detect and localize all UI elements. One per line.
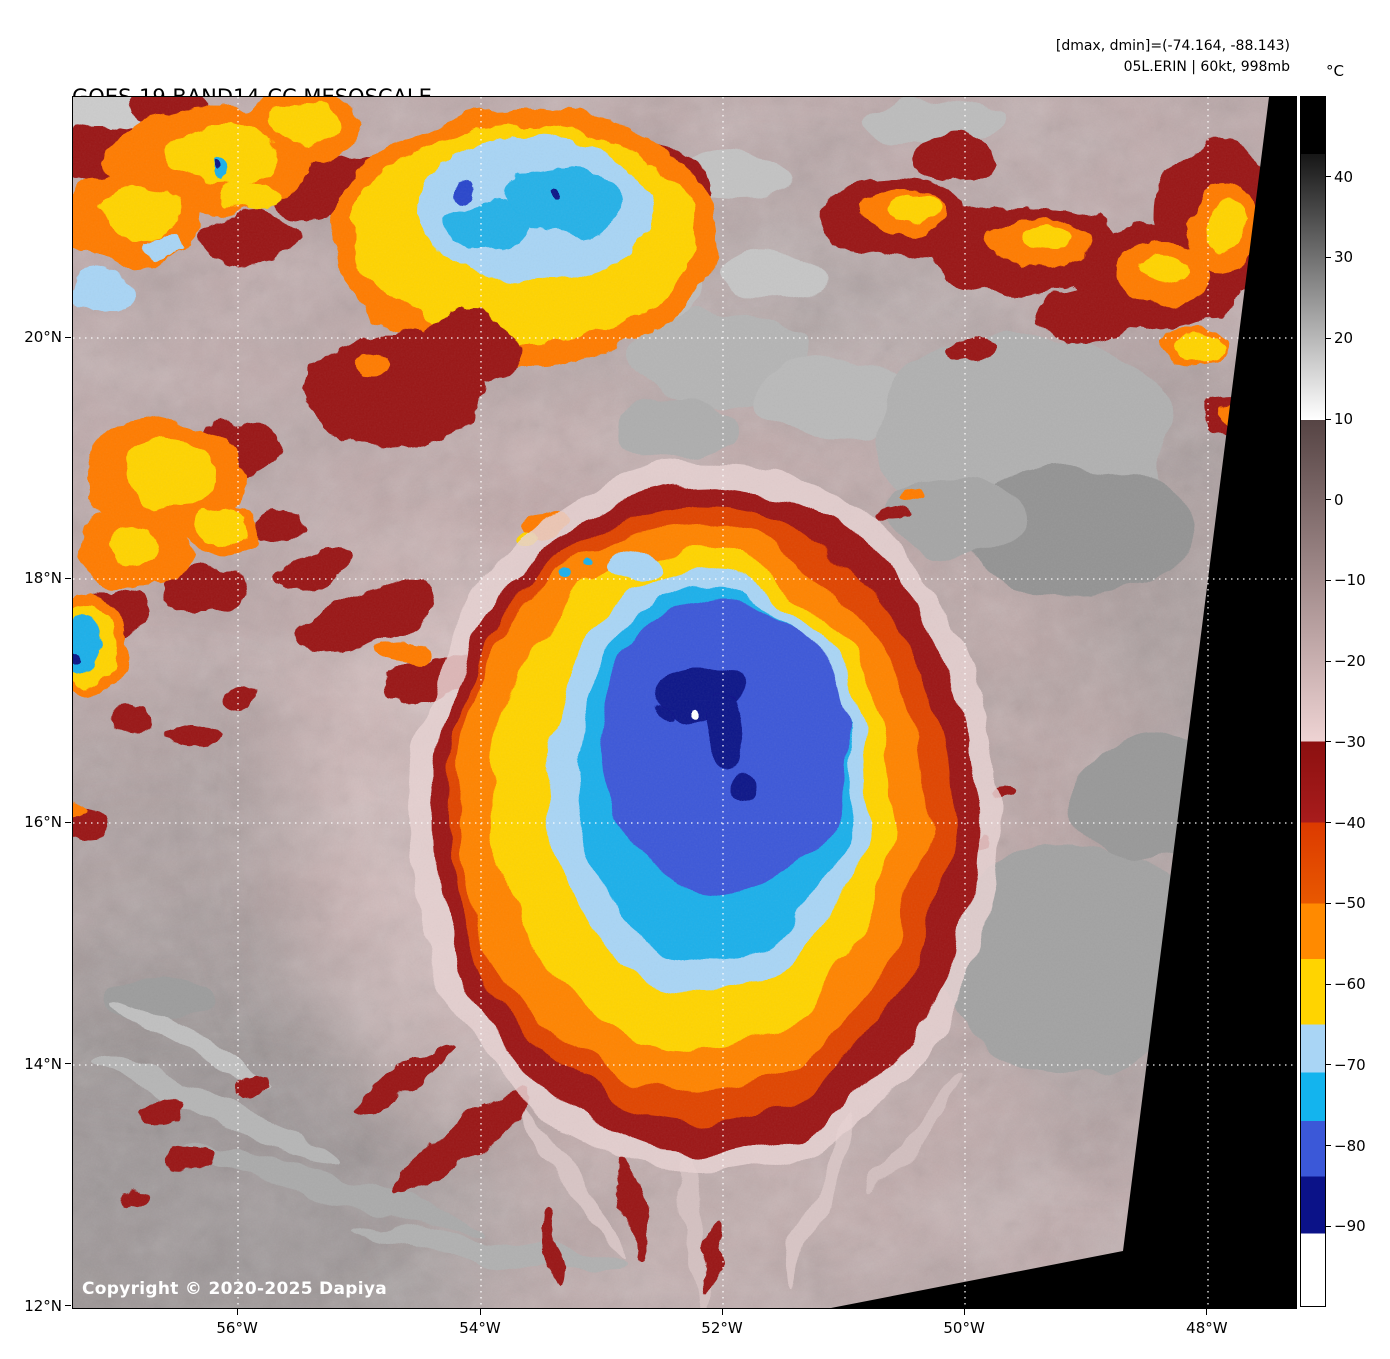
colorbar-tick-label: 0 <box>1334 490 1344 509</box>
colorbar-tick-mark <box>1326 1064 1331 1066</box>
lat-tick-mark <box>65 1063 71 1065</box>
colorbar-tick-label: −70 <box>1334 1055 1366 1074</box>
lon-tick-label: 48°W <box>1186 1319 1228 1337</box>
copyright-watermark: Copyright © 2020-2025 Dapiya <box>82 1279 387 1299</box>
fine-grain-texture <box>73 97 1296 1308</box>
colorbar-tick-label: −20 <box>1334 652 1366 671</box>
colorbar-tick-label: 40 <box>1334 167 1354 186</box>
lat-tick-label: 12°N <box>24 1296 62 1315</box>
lon-tick-mark <box>479 1309 481 1315</box>
colorbar-tick-label: −30 <box>1334 732 1366 751</box>
colorbar-tick-mark <box>1326 418 1331 420</box>
satellite-map: Copyright © 2020-2025 Dapiya <box>72 96 1297 1309</box>
colorbar-tick-label: −40 <box>1334 813 1366 832</box>
grid-lines <box>73 97 1296 1308</box>
colorbar-tick-label: 30 <box>1334 248 1354 267</box>
colorbar-tick-label: −60 <box>1334 975 1366 993</box>
colorbar-tick-mark <box>1326 1145 1331 1147</box>
colorbar-tick-label: −80 <box>1334 1136 1366 1155</box>
colorbar-unit-label: °C <box>1326 62 1344 80</box>
lat-tick-label: 14°N <box>24 1054 62 1073</box>
lon-tick-label: 56°W <box>216 1319 258 1337</box>
colorbar-tick-label: −50 <box>1334 894 1366 913</box>
colorbar-tick-mark <box>1326 741 1331 743</box>
colorbar-tick-label: 20 <box>1334 329 1354 348</box>
lat-tick-label: 20°N <box>24 328 62 346</box>
lon-tick-label: 50°W <box>943 1319 985 1337</box>
colorbar-tick-mark <box>1326 902 1331 904</box>
lon-tick-mark <box>1206 1309 1208 1315</box>
no-data-region <box>831 97 1296 1308</box>
colorbar <box>1300 96 1326 1307</box>
colorbar-tick-mark <box>1326 176 1331 178</box>
colorbar-tick-mark <box>1326 660 1331 662</box>
dmax-dmin-annotation: [dmax, dmin]=(-74.164, -88.143) <box>1055 38 1290 54</box>
lon-tick-mark <box>721 1309 723 1315</box>
colorbar-tick-mark <box>1326 256 1331 258</box>
colorbar-tick-mark <box>1326 822 1331 824</box>
lat-tick-label: 18°N <box>24 569 62 587</box>
lon-tick-mark <box>963 1309 965 1315</box>
colorbar-tick-mark <box>1326 337 1331 339</box>
colorbar-tick-label: 10 <box>1334 410 1354 428</box>
lat-tick-label: 16°N <box>24 813 62 831</box>
storm-info-annotation: 05L.ERIN | 60kt, 998mb <box>1123 59 1290 75</box>
colorbar-tick-label: −10 <box>1334 571 1366 590</box>
figure-annotations: [dmax, dmin]=(-74.164, -88.143) 05L.ERIN… <box>1056 36 1290 78</box>
colorbar-tick-mark <box>1326 1225 1331 1227</box>
lat-tick-mark <box>65 821 71 823</box>
lat-tick-mark <box>65 336 71 338</box>
colorbar-tick-mark <box>1326 499 1331 501</box>
colorbar-tick-label: −90 <box>1334 1217 1366 1236</box>
lat-tick-mark <box>65 577 71 579</box>
colorbar-tick-mark <box>1326 579 1331 581</box>
lat-tick-mark <box>65 1305 71 1307</box>
colorbar-gradient <box>1301 97 1325 1306</box>
lon-tick-label: 54°W <box>459 1319 501 1337</box>
colorbar-tick-mark <box>1326 983 1331 985</box>
satellite-image <box>73 97 1296 1308</box>
lon-tick-mark <box>236 1309 238 1315</box>
lon-tick-label: 52°W <box>701 1319 743 1337</box>
